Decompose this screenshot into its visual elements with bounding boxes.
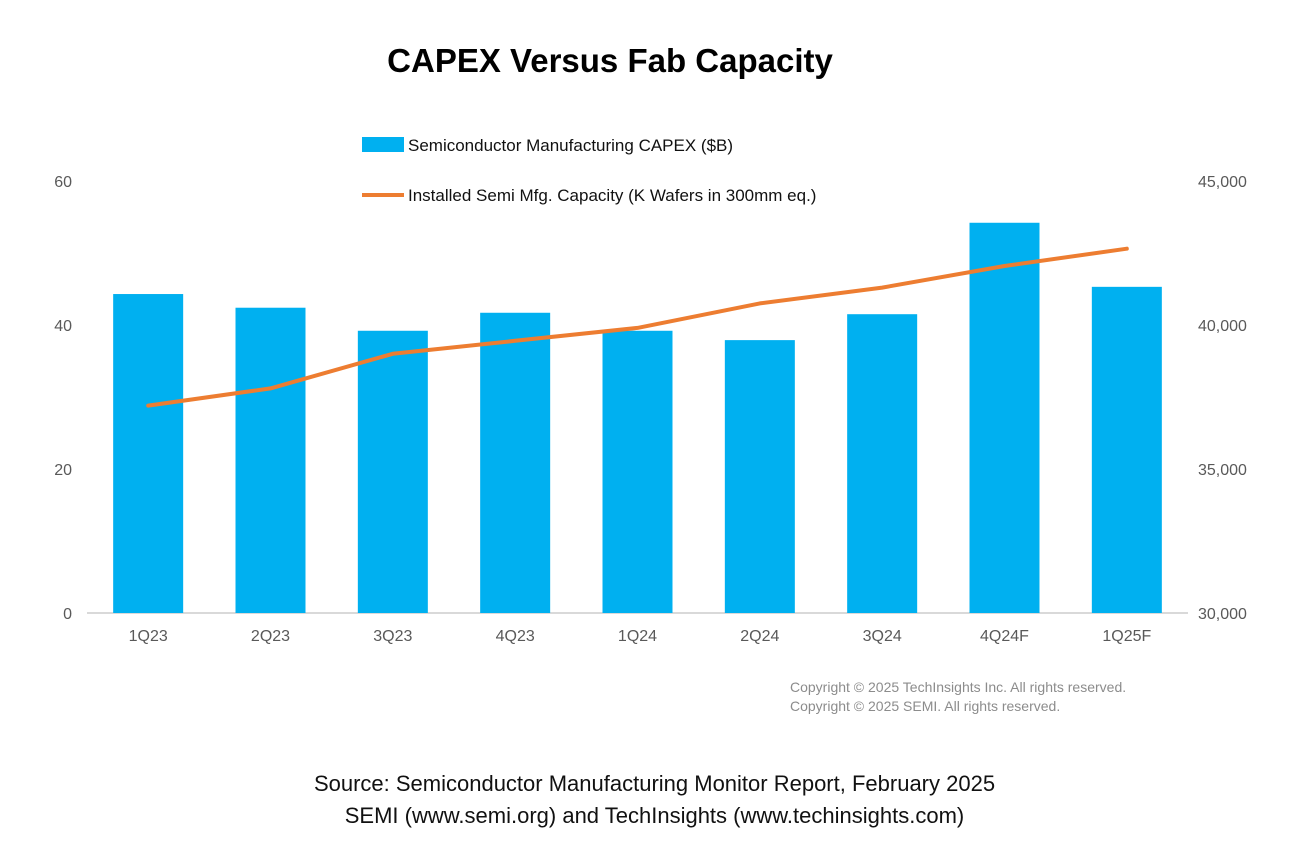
source-line-2: SEMI (www.semi.org) and TechInsights (ww… [344, 803, 965, 828]
x-axis-tick: 1Q23 [129, 628, 168, 645]
bar-4Q23 [480, 312, 551, 613]
legend-swatch-capex [362, 137, 404, 152]
x-axis-tick: 2Q23 [251, 628, 290, 645]
bar-1Q25F [1091, 286, 1162, 613]
left-axis-tick: 60 [54, 174, 72, 191]
bar-2Q23 [235, 307, 306, 613]
bar-1Q24 [602, 330, 673, 613]
left-axis-tick: 40 [54, 318, 72, 335]
copyright-semi: Copyright © 2025 SEMI. All rights reserv… [790, 698, 1061, 714]
copyright-techinsights: Copyright © 2025 TechInsights Inc. All r… [790, 679, 1127, 695]
right-axis-tick: 30,000 [1198, 606, 1247, 623]
bar-2Q24 [724, 340, 795, 613]
x-axis-tick: 3Q24 [863, 628, 902, 645]
x-axis-tick: 4Q24F [980, 628, 1029, 645]
source-line-1: Source: Semiconductor Manufacturing Moni… [313, 771, 996, 796]
bar-3Q24 [847, 314, 918, 613]
x-axis-tick: 3Q23 [373, 628, 412, 645]
x-axis-tick: 4Q23 [496, 628, 535, 645]
legend-label-capex: Semiconductor Manufacturing CAPEX ($B) [408, 136, 733, 155]
x-axis-tick: 1Q25F [1102, 628, 1151, 645]
right-axis-tick: 35,000 [1198, 462, 1247, 479]
right-axis-tick: 45,000 [1198, 174, 1247, 191]
x-axis-tick: 2Q24 [740, 628, 779, 645]
legend-label-capacity: Installed Semi Mfg. Capacity (K Wafers i… [408, 186, 816, 205]
bar-1Q23 [113, 294, 184, 613]
left-axis-tick: 20 [54, 462, 72, 479]
chart-title: CAPEX Versus Fab Capacity [387, 42, 833, 79]
right-axis-tick: 40,000 [1198, 318, 1247, 335]
bar-3Q23 [357, 330, 428, 613]
left-axis-tick: 0 [63, 606, 72, 623]
x-axis-tick: 1Q24 [618, 628, 657, 645]
bar-4Q24F [969, 222, 1040, 613]
